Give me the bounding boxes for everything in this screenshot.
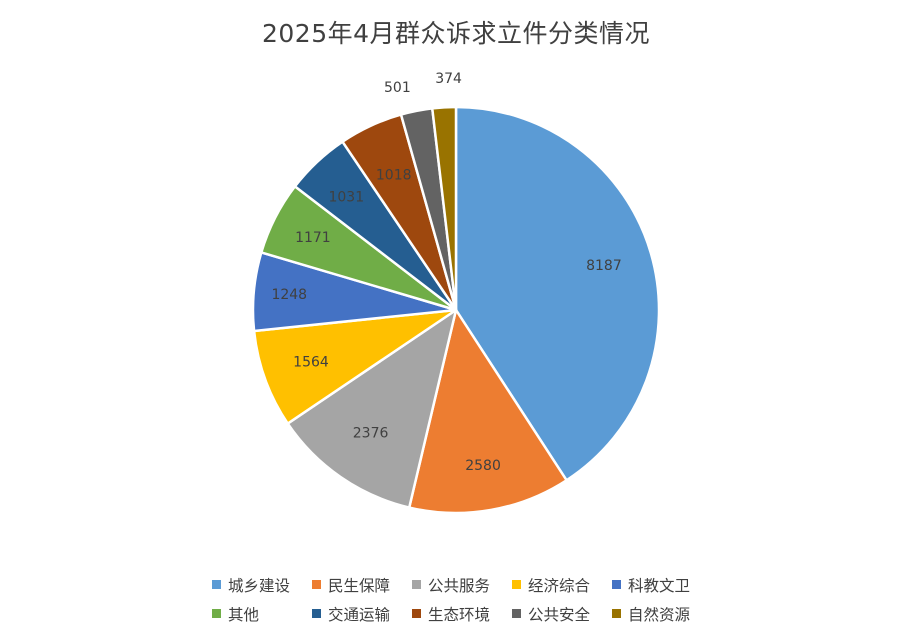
legend-swatch [512,580,521,589]
legend-label: 生态环境 [428,605,491,624]
legend-item: 城乡建设 [212,574,312,596]
legend-label: 公共安全 [528,605,591,624]
pie-slices [251,105,661,515]
legend-swatch [212,609,221,618]
data-label-3: 2376 [353,426,389,442]
legend-swatch [312,580,321,589]
legend-swatch [312,609,321,618]
legend-swatch [612,609,621,618]
data-label-6: 1171 [295,230,331,246]
legend-item: 科教文卫 [612,574,712,596]
data-label-7: 1031 [328,190,364,206]
legend-label: 公共服务 [428,576,491,595]
pie-slice-2 [407,308,568,515]
legend-label: 民生保障 [328,576,391,595]
data-label-8: 1018 [376,168,412,184]
data-label-5: 1248 [271,287,307,303]
legend-item: 交通运输 [312,603,412,625]
legend-label: 自然资源 [628,605,691,624]
legend-label: 城乡建设 [228,576,291,595]
legend-row: 城乡建设 民生保障 公共服务 经济综合 科教文卫 [212,570,732,599]
data-label-2: 2580 [465,458,501,474]
legend-swatch [412,609,421,618]
legend-row: 其他 交通运输 生态环境 公共安全 自然资源 [212,599,732,628]
legend-label: 科教文卫 [628,576,691,595]
legend-item: 公共安全 [512,603,612,625]
legend-label: 其他 [228,605,260,624]
legend-item: 民生保障 [312,574,412,596]
data-label-1: 8187 [586,258,622,274]
legend-item: 生态环境 [412,603,512,625]
legend: 城乡建设 民生保障 公共服务 经济综合 科教文卫 其他 交通运输 生态环境 公共安全 自然资源 [212,570,732,628]
legend-item: 经济综合 [512,574,612,596]
legend-swatch [412,580,421,589]
legend-swatch [612,580,621,589]
data-label-4: 1564 [293,355,329,371]
legend-swatch [512,609,521,618]
pie-slice-4 [252,308,458,425]
legend-label: 经济综合 [528,576,591,595]
chart-title: 2025年4月群众诉求立件分类情况 [261,19,651,48]
pie-slice-3 [286,308,458,509]
legend-item: 其他 [212,603,312,625]
data-label-10: 374 [435,71,462,87]
legend-label: 交通运输 [328,605,391,624]
legend-item: 自然资源 [612,603,712,625]
legend-item: 公共服务 [412,574,512,596]
legend-swatch [212,580,221,589]
data-label-9: 501 [384,80,411,96]
pie-slice-10 [431,105,458,312]
data-labels: 8187 2580 2376 1564 1248 1171 1031 1018 501 374 [271,71,621,474]
